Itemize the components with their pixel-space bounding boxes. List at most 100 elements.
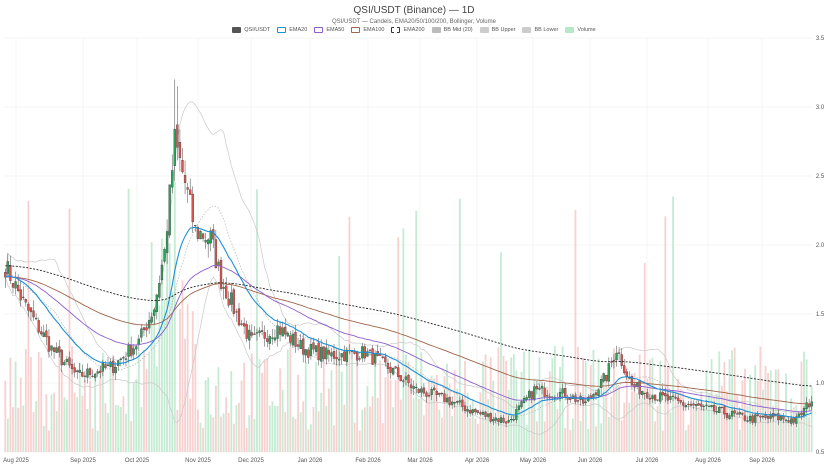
volume-bar [35,401,38,452]
candle-body [386,362,390,369]
candle-body [76,370,79,373]
volume-bar [497,347,500,452]
volume-bar [302,401,305,452]
volume-bar [762,389,764,452]
volume-bar [728,359,731,452]
candle-body [584,401,587,404]
volume-bar [292,416,294,452]
volume-bar [471,398,474,452]
volume-bar [81,395,84,452]
candle-body [55,347,58,353]
candle-body [194,224,197,227]
candle-body [94,373,97,378]
candle-body [564,388,567,398]
candle-body [453,402,456,404]
candle-body [242,323,246,327]
candle-body [343,351,346,362]
legend-item[interactable]: Volume [565,27,596,33]
volume-bar [536,421,538,452]
legend-item[interactable]: EMA200 [391,27,425,33]
candle-body [327,349,331,355]
candle-body [368,349,372,351]
candle-body [674,396,677,399]
volume-bar [749,374,751,452]
candle-body [345,349,349,362]
volume-bar [335,347,338,452]
candle-body [186,187,189,190]
volume-bar [9,357,12,452]
candle-body [466,409,469,412]
volume-bar [191,311,194,452]
candle-body [471,409,474,414]
candle-body [112,360,115,373]
legend-item[interactable]: BB Upper [479,27,515,33]
legend-item[interactable]: EMA100 [351,27,384,33]
volume-bar [502,355,505,452]
candle-body [294,331,297,347]
volume-bar [399,399,402,452]
candle-body [81,371,84,377]
candle-body [777,413,780,421]
candle-body [37,320,40,333]
candle-body [481,412,485,415]
candle-body [468,409,472,414]
candle-body [29,307,33,313]
legend-item[interactable]: BB Mid (20) [431,27,473,33]
volume-bar [166,238,168,452]
volume-bar [109,360,112,452]
candle-body [302,338,305,355]
candle-body [451,401,454,405]
candle-body [40,331,43,335]
legend-swatch [479,27,489,33]
candle-body [697,403,700,406]
volume-bar [58,348,61,452]
legend-item[interactable]: QSI/USDT [232,27,270,33]
candle-body [276,325,279,339]
candle-body [597,389,600,397]
legend-item[interactable]: EMA20 [277,27,307,33]
volume-bar [94,373,97,452]
volume-bar [143,349,145,452]
volume-bar [232,423,235,452]
candle-body [320,347,323,362]
volume-bar [592,350,595,452]
volume-bar [666,366,669,452]
volume-bar [628,402,631,452]
candle-body [561,388,564,394]
volume-bar [446,363,448,452]
candle-body [32,310,35,318]
volume-bar [227,412,230,452]
volume-bar [73,392,76,452]
legend-item[interactable]: BB Lower [522,27,558,33]
volume-bar [271,401,274,452]
candle-body [594,392,598,396]
candle-body [443,393,446,403]
x-tick-label: Jul 2026 [636,458,659,464]
volume-bar [322,354,325,452]
volume-bar [684,430,687,452]
volume-bar [379,360,382,452]
volume-bar [787,415,790,452]
y-tick-label: 0.5 [816,450,825,456]
candle-body [237,308,241,326]
volume-bar [317,411,320,452]
candle-body [217,261,220,266]
ema200-line [5,265,812,387]
candle-body [520,401,523,408]
candle-body [271,337,274,339]
volume-bar [589,365,592,452]
candle-body [135,346,138,350]
legend-item[interactable]: EMA50 [314,27,344,33]
volume-bar [412,398,415,452]
candle-body [533,386,536,401]
volume-bar [797,417,800,452]
candle-body [114,367,117,374]
candle-body [456,401,459,403]
volume-bar [702,406,705,452]
legend-swatch [391,27,401,33]
candle-body [309,344,313,356]
volume-bar [651,357,654,452]
candle-body [171,170,174,188]
volume-bar [315,361,317,452]
volume-bar [86,408,89,452]
